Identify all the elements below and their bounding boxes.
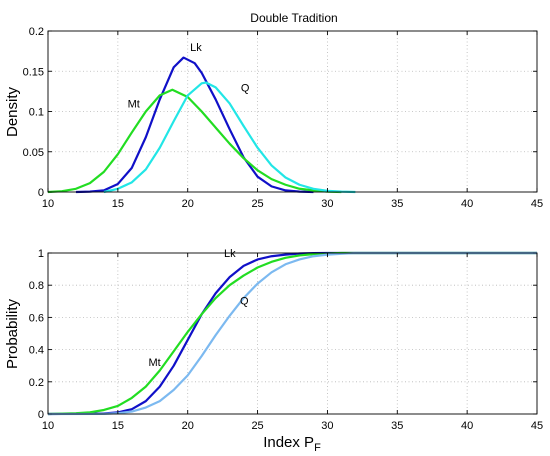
probability-panel: 10 15 20 25 30 35 40 45 0 0.2 0.4 0.6 0.8 1 Lk Mt Q <box>29 248 543 432</box>
probability-x-tick-label: 25 <box>251 420 263 432</box>
density-axis-label: Density <box>4 86 21 137</box>
probability-x-tick-label: 40 <box>461 420 473 432</box>
probability-x-tick-label: 30 <box>321 420 333 432</box>
probability-y-tick-label: 1 <box>38 248 44 260</box>
density-x-tick-label: 40 <box>461 198 473 210</box>
density-y-tick-label: 0.15 <box>23 66 44 78</box>
density-label-q: Q <box>241 82 250 94</box>
density-x-tick-label: 10 <box>42 198 54 210</box>
x-axis-label: Index PF <box>263 434 321 454</box>
density-x-tick-label: 25 <box>251 198 263 210</box>
density-y-tick-label: 0.2 <box>29 26 44 38</box>
probability-x-tick-label: 15 <box>112 420 124 432</box>
probability-y-tick-label: 0.4 <box>29 345 44 357</box>
probability-label-lk: Lk <box>224 248 236 260</box>
density-plot-frame <box>47 30 538 193</box>
density-panel: 10 15 20 25 30 35 40 45 0 0.05 0.1 0.15 0.2 Lk Mt Q <box>23 26 544 210</box>
probability-y-tick-label: 0.2 <box>29 377 44 389</box>
probability-x-tick-label: 35 <box>391 420 403 432</box>
x-axis-label-subscript: F <box>314 442 321 454</box>
probability-x-tick-label: 20 <box>182 420 194 432</box>
probability-x-tick-label: 10 <box>42 420 54 432</box>
density-x-tick-label: 15 <box>112 198 124 210</box>
density-x-tick-label: 45 <box>531 198 543 210</box>
chart-title: Double Tradition <box>250 11 337 25</box>
probability-y-tick-label: 0.6 <box>29 312 44 324</box>
density-x-tick-label: 30 <box>321 198 333 210</box>
probability-label-q: Q <box>240 296 249 308</box>
density-x-tick-label: 20 <box>182 198 194 210</box>
density-y-tick-label: 0.05 <box>23 147 44 159</box>
probability-plot-frame <box>47 252 538 415</box>
density-series-mt <box>47 88 342 194</box>
probability-series-lk <box>47 251 537 416</box>
x-axis-label-main: Index P <box>263 434 314 451</box>
density-y-tick-label: 0.1 <box>29 107 44 119</box>
density-x-tick-label: 35 <box>391 198 403 210</box>
density-series-q <box>103 81 356 194</box>
density-y-tick-label: 0 <box>38 187 44 199</box>
probability-series-q <box>47 251 537 416</box>
density-label-lk: Lk <box>190 42 202 54</box>
probability-series-mt <box>47 251 537 416</box>
probability-y-tick-label: 0.8 <box>29 280 44 292</box>
probability-y-tick-label: 0 <box>38 409 44 421</box>
density-label-mt: Mt <box>128 99 140 111</box>
probability-x-tick-label: 45 <box>531 420 543 432</box>
probability-axis-label: Probability <box>4 298 21 369</box>
density-series-lk <box>75 56 314 194</box>
probability-label-mt: Mt <box>149 357 161 369</box>
